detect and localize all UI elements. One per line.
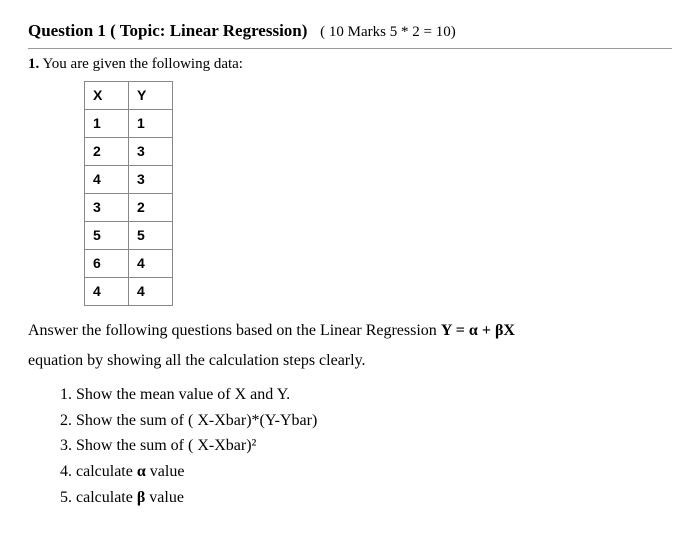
cell: 3 <box>129 138 173 166</box>
cell: 4 <box>129 278 173 306</box>
table-body: 11 23 43 32 55 64 44 <box>85 110 173 306</box>
body-paragraph: Answer the following questions based on … <box>28 316 672 377</box>
cell: 4 <box>85 278 129 306</box>
subquestion-list: Show the mean value of X and Y. Show the… <box>76 383 672 511</box>
cell: 5 <box>85 222 129 250</box>
cell: 2 <box>85 138 129 166</box>
question-header: Question 1 ( Topic: Linear Regression) (… <box>28 18 672 49</box>
body-line1-pre: Answer the following questions based on … <box>28 322 441 339</box>
cell: 1 <box>129 110 173 138</box>
regression-equation: Y = α + βX <box>441 322 515 339</box>
list-item: Show the sum of ( X-Xbar)² <box>76 434 672 459</box>
question-title: Question 1 ( Topic: Linear Regression) <box>28 21 307 40</box>
list-item: Show the sum of ( X-Xbar)*(Y-Ybar) <box>76 409 672 434</box>
list-item: calculate β value <box>76 486 672 511</box>
intro-line: 1. You are given the following data: <box>28 53 672 76</box>
col-header-y: Y <box>129 82 173 110</box>
beta-symbol: β <box>137 489 145 506</box>
table-row: 11 <box>85 110 173 138</box>
cell: 1 <box>85 110 129 138</box>
table-row: 32 <box>85 194 173 222</box>
sq-text: Show the mean value of X and Y. <box>76 386 290 403</box>
cell: 4 <box>85 166 129 194</box>
table-header-row: X Y <box>85 82 173 110</box>
intro-text: You are given the following data: <box>42 56 243 72</box>
sq-text: Show the sum of ( X-Xbar)² <box>76 437 256 454</box>
alpha-symbol: α <box>137 463 146 480</box>
cell: 3 <box>129 166 173 194</box>
cell: 2 <box>129 194 173 222</box>
body-line2: equation by showing all the calculation … <box>28 352 366 369</box>
intro-number: 1. <box>28 56 39 72</box>
data-table: X Y 11 23 43 32 55 64 44 <box>84 81 173 306</box>
table-row: 44 <box>85 278 173 306</box>
list-item: Show the mean value of X and Y. <box>76 383 672 408</box>
table-row: 23 <box>85 138 173 166</box>
sq-text: Show the sum of ( X-Xbar)*(Y-Ybar) <box>76 412 317 429</box>
cell: 6 <box>85 250 129 278</box>
table-row: 64 <box>85 250 173 278</box>
col-header-x: X <box>85 82 129 110</box>
table-row: 55 <box>85 222 173 250</box>
cell: 5 <box>129 222 173 250</box>
question-marks: ( 10 Marks 5 * 2 = 10) <box>320 24 456 40</box>
table-row: 43 <box>85 166 173 194</box>
cell: 4 <box>129 250 173 278</box>
cell: 3 <box>85 194 129 222</box>
list-item: calculate α value <box>76 460 672 485</box>
